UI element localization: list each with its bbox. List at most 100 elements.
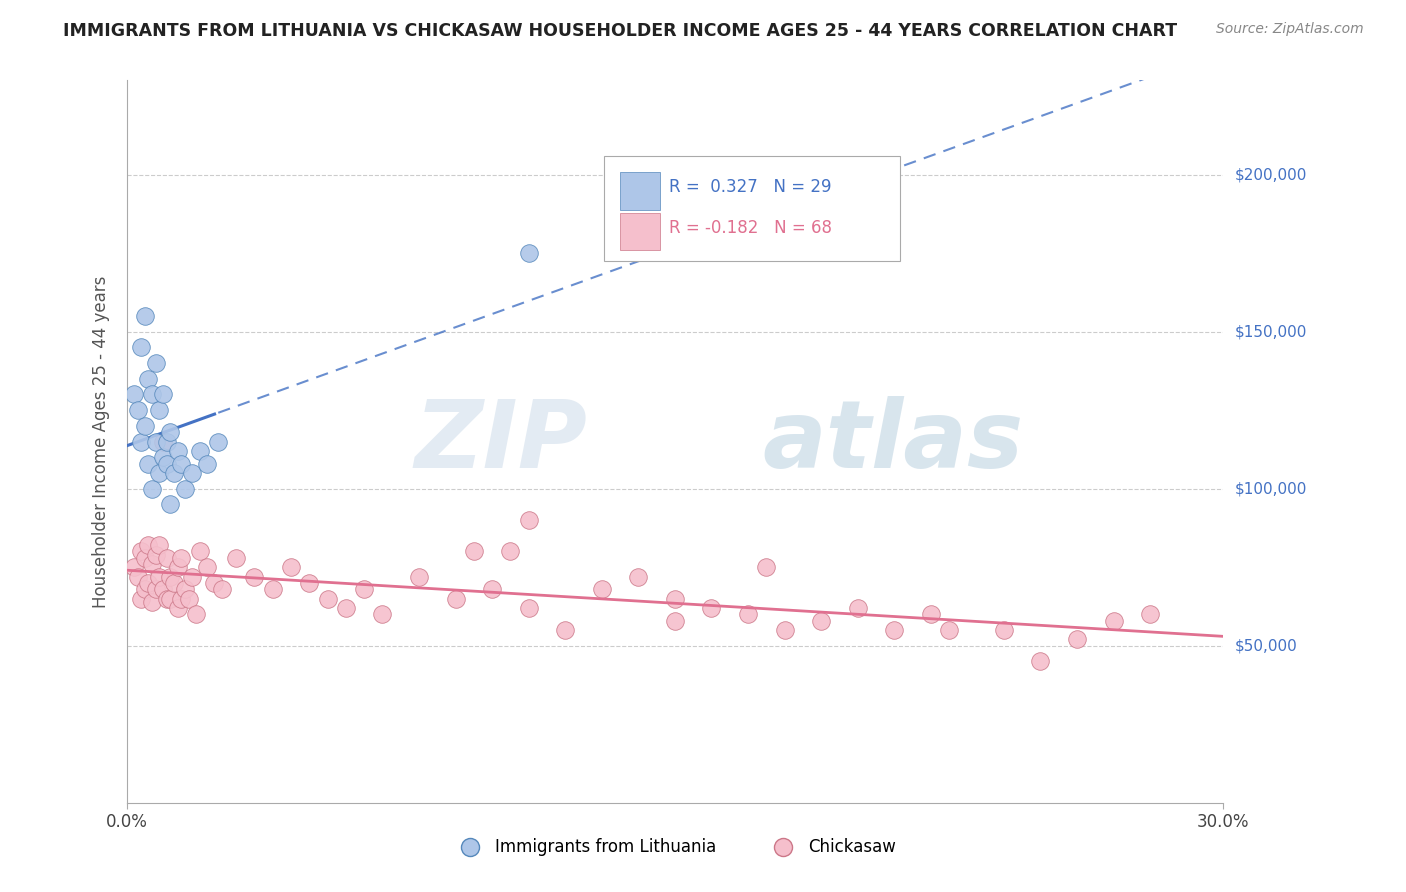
Point (145, 356, 167, 370)
Point (163, 575, 186, 590)
Point (159, 497, 181, 511)
Point (444, 591, 467, 606)
Point (148, 403, 170, 417)
Point (298, 575, 321, 590)
Point (184, 607, 207, 622)
Point (148, 538, 170, 552)
Point (195, 560, 218, 574)
Point (664, 614, 686, 628)
Point (156, 434, 179, 449)
Point (148, 466, 170, 480)
Point (463, 544, 485, 558)
Point (371, 607, 394, 622)
FancyBboxPatch shape (620, 212, 659, 250)
Point (517, 513, 540, 527)
Point (138, 457, 160, 471)
Point (134, 550, 156, 565)
Point (316, 591, 339, 606)
Point (152, 434, 174, 449)
Point (134, 418, 156, 433)
Point (188, 444, 211, 458)
Point (138, 372, 160, 386)
Point (129, 340, 152, 354)
Text: $50,000: $50,000 (1234, 639, 1298, 653)
Point (129, 434, 152, 449)
Point (517, 246, 540, 260)
Point (280, 560, 302, 574)
Point (1102, 614, 1125, 628)
Point (156, 591, 179, 606)
Point (134, 309, 156, 323)
Text: $100,000: $100,000 (1234, 481, 1306, 496)
Point (122, 560, 145, 574)
Point (138, 538, 160, 552)
Point (166, 444, 188, 458)
Point (1139, 607, 1161, 622)
Point (353, 582, 375, 597)
Point (700, 601, 723, 615)
Point (202, 575, 225, 590)
Point (129, 544, 152, 558)
Point (846, 601, 869, 615)
Text: Source: ZipAtlas.com: Source: ZipAtlas.com (1216, 22, 1364, 37)
Point (152, 582, 174, 597)
Point (181, 466, 204, 480)
Point (810, 614, 832, 628)
Point (127, 569, 149, 583)
Point (148, 569, 170, 583)
Point (181, 569, 204, 583)
Point (627, 569, 650, 583)
Point (938, 623, 960, 637)
Point (335, 601, 357, 615)
Point (773, 623, 796, 637)
Point (664, 591, 686, 606)
Point (755, 560, 778, 574)
Point (591, 582, 613, 597)
Point (152, 387, 174, 401)
Point (145, 434, 167, 449)
Legend: Immigrants from Lithuania, Chickasaw: Immigrants from Lithuania, Chickasaw (447, 831, 903, 863)
Point (159, 425, 181, 439)
Y-axis label: Householder Income Ages 25 - 44 years: Householder Income Ages 25 - 44 years (91, 276, 110, 607)
Point (207, 434, 229, 449)
Point (141, 595, 163, 609)
Point (159, 569, 181, 583)
Point (1066, 632, 1088, 647)
Point (129, 591, 152, 606)
Point (166, 560, 188, 574)
Point (141, 557, 163, 571)
Text: ZIP: ZIP (415, 395, 588, 488)
Point (883, 623, 905, 637)
Text: R =  0.327   N = 29: R = 0.327 N = 29 (669, 178, 832, 196)
Point (170, 457, 193, 471)
Point (920, 607, 942, 622)
Point (134, 582, 156, 597)
Point (170, 591, 193, 606)
Point (177, 591, 200, 606)
Point (163, 466, 186, 480)
Point (159, 591, 181, 606)
Point (141, 482, 163, 496)
Point (122, 387, 145, 401)
Text: R = -0.182   N = 68: R = -0.182 N = 68 (669, 219, 832, 237)
Point (554, 623, 576, 637)
Point (517, 601, 540, 615)
Point (993, 623, 1015, 637)
FancyBboxPatch shape (620, 172, 659, 210)
Point (262, 582, 284, 597)
Text: atlas: atlas (762, 395, 1024, 488)
Point (156, 550, 179, 565)
Text: IMMIGRANTS FROM LITHUANIA VS CHICKASAW HOUSEHOLDER INCOME AGES 25 - 44 YEARS COR: IMMIGRANTS FROM LITHUANIA VS CHICKASAW H… (63, 22, 1177, 40)
Point (408, 569, 430, 583)
Point (1029, 655, 1052, 669)
Point (174, 482, 197, 496)
Point (170, 550, 193, 565)
Point (156, 457, 179, 471)
Point (225, 550, 247, 565)
Point (188, 544, 211, 558)
Point (138, 575, 160, 590)
Point (145, 582, 167, 597)
Text: $150,000: $150,000 (1234, 324, 1306, 339)
FancyBboxPatch shape (603, 156, 900, 260)
Point (211, 582, 233, 597)
